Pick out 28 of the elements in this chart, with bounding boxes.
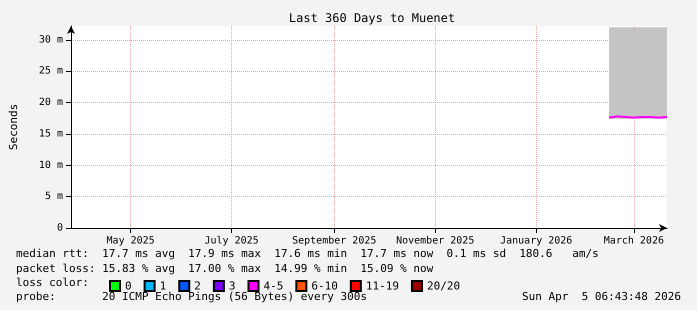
legend-label: 1 (160, 280, 166, 292)
text: Sun Apr 5 06:43:48 2026 (522, 290, 682, 303)
legend-label: 3 (228, 280, 236, 292)
legend-label: 0 (125, 280, 132, 292)
y-tick-label: 5 m (44, 191, 63, 202)
y-tick-label: 30 m (38, 34, 63, 46)
y-axis-title: Seconds (7, 104, 20, 150)
y-tick-label: 15 m (38, 128, 63, 140)
y-tick-label: 0 (56, 222, 63, 234)
legend-title: loss color: (16, 276, 89, 289)
legend-label: 2 (194, 280, 201, 292)
x-tick-label: January 2026 (500, 236, 572, 246)
x-tick-label: November 2025 (396, 236, 474, 246)
text: median rtt: 17.7 ms avg 17.9 ms max 17.6 ms min 17.7 ms now 0.1 ms sd 180.6 am/s (16, 247, 599, 260)
y-tick-label: 25 m (38, 66, 63, 77)
legend-label: 20/20 (426, 280, 460, 292)
text: packet loss: 15.83 % avg 17.00 % max 14.99 % min 15.09 % now (16, 262, 434, 275)
x-tick-label: July 2025 (204, 236, 259, 246)
legend-label: 4-5 (263, 280, 284, 292)
y-tick-label: 10 m (38, 160, 63, 171)
legend-label: 11-19 (366, 280, 399, 292)
x-tick-label: March 2026 (604, 236, 664, 246)
text: probe: 20 ICMP Echo Pings (56 Bytes) every 300s (16, 290, 367, 303)
legend-label: 6-10 (311, 280, 338, 292)
y-tick-label: 20 m (38, 97, 63, 108)
x-tick-label: May 2025 (106, 236, 155, 246)
x-tick-label: September 2025 (292, 236, 376, 246)
chart-title: Last 360 Days to Muenet (288, 11, 456, 25)
